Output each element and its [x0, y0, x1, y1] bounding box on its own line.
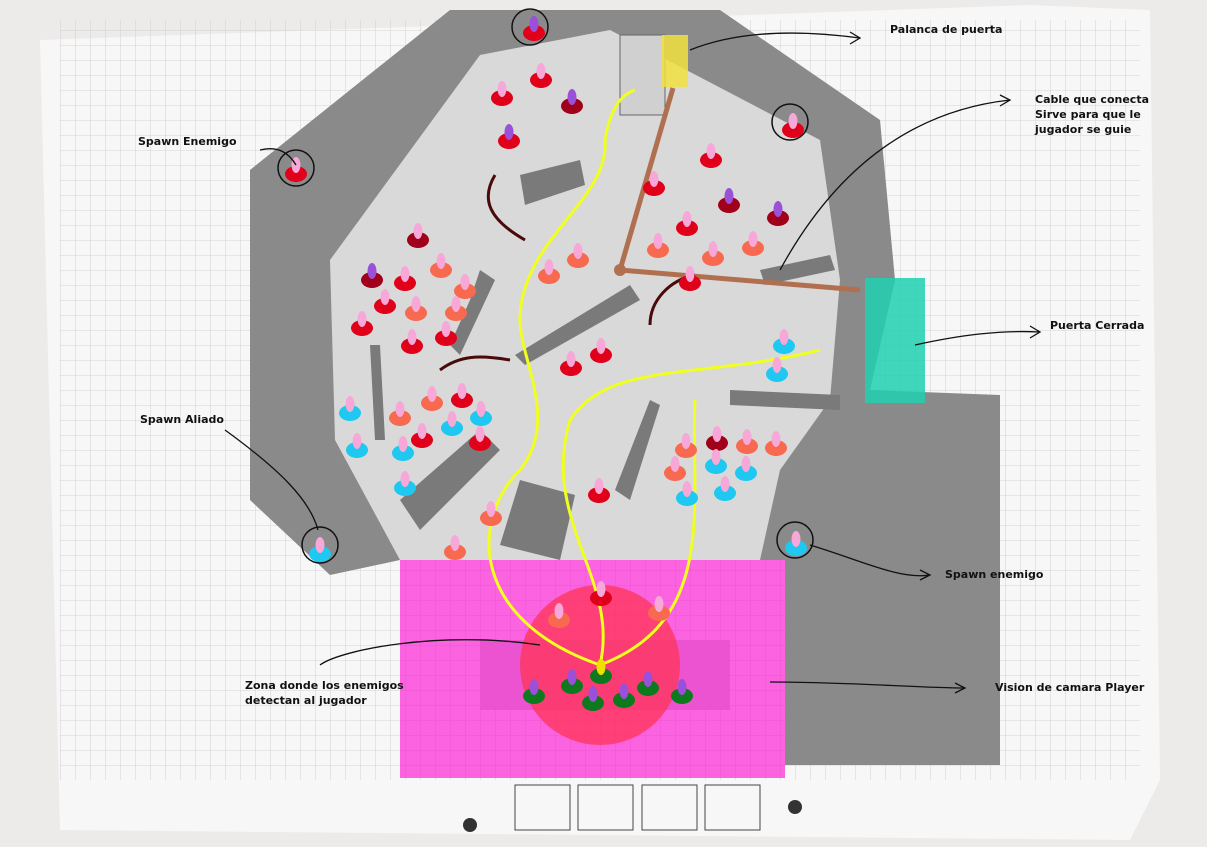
unit-head — [743, 429, 752, 445]
unit-head — [671, 456, 680, 472]
unit-head — [725, 188, 734, 204]
unit-head — [568, 669, 577, 685]
cable-joint — [614, 264, 626, 276]
unit-head — [721, 476, 730, 492]
annotation-label: jugador se guie — [1034, 123, 1131, 136]
unit-head — [452, 296, 461, 312]
unit-head — [428, 386, 437, 402]
unit-head — [597, 338, 606, 354]
unit-head — [682, 433, 691, 449]
level-sketch: Palanca de puerta Cable que conecta Sirve … — [0, 0, 1207, 847]
annotation-label: detectan al jugador — [245, 694, 367, 707]
unit-head — [555, 603, 564, 619]
unit-head — [401, 266, 410, 282]
unit-head — [574, 243, 583, 259]
unit-head — [505, 124, 514, 140]
unit-head — [654, 233, 663, 249]
unit-head — [461, 274, 470, 290]
unit-head — [476, 426, 485, 442]
unit-head — [683, 481, 692, 497]
annotation-label: Spawn Aliado — [140, 413, 224, 426]
unit-head — [780, 329, 789, 345]
unit-head — [458, 383, 467, 399]
unit-head — [774, 201, 783, 217]
unit-head — [316, 537, 325, 553]
unit-head — [597, 581, 606, 597]
unit-head — [655, 596, 664, 612]
paper-hole — [463, 818, 477, 832]
unit-head — [451, 535, 460, 551]
locked-door — [865, 278, 925, 403]
unit-head — [712, 449, 721, 465]
unit-head — [792, 531, 801, 547]
annotation-label: Palanca de puerta — [890, 23, 1002, 36]
unit-head — [620, 683, 629, 699]
annotation-label: Puerta Cerrada — [1050, 319, 1144, 332]
unit-head — [448, 411, 457, 427]
unit-head — [742, 456, 751, 472]
unit-head — [683, 211, 692, 227]
unit-head — [749, 231, 758, 247]
unit-head — [401, 471, 410, 487]
annotation-label: Sirve para que le — [1035, 108, 1141, 121]
unit-head — [567, 351, 576, 367]
lever — [662, 35, 688, 87]
unit-head — [414, 223, 423, 239]
annotation-label: Vision de camara Player — [995, 681, 1145, 694]
unit-head — [477, 401, 486, 417]
unit-head — [789, 113, 798, 129]
unit-head — [686, 266, 695, 282]
unit-head — [568, 89, 577, 105]
unit-head — [530, 679, 539, 695]
annotation-label: Spawn enemigo — [945, 568, 1044, 581]
unit-head — [381, 289, 390, 305]
annotation-label: Cable que conecta — [1035, 93, 1149, 106]
unit-head — [530, 16, 539, 32]
unit-head — [589, 686, 598, 702]
unit-head — [442, 321, 451, 337]
unit-head — [399, 436, 408, 452]
unit-head — [650, 171, 659, 187]
unit-head — [412, 296, 421, 312]
unit-head — [713, 426, 722, 442]
unit-head — [353, 433, 362, 449]
unit-head — [498, 81, 507, 97]
unit-head — [709, 241, 718, 257]
unit-head — [707, 143, 716, 159]
unit-head — [418, 423, 427, 439]
unit-head — [545, 259, 554, 275]
unit-head — [346, 396, 355, 412]
unit-head — [595, 478, 604, 494]
unit-head — [437, 253, 446, 269]
unit-head — [773, 357, 782, 373]
unit-head — [597, 659, 606, 675]
lever-room — [620, 35, 665, 115]
annotation-label: Spawn Enemigo — [138, 135, 237, 148]
paper-hole — [788, 800, 802, 814]
unit-head — [408, 329, 417, 345]
unit-head — [678, 679, 687, 695]
unit-head — [772, 431, 781, 447]
unit-head — [368, 263, 377, 279]
unit-head — [644, 671, 653, 687]
unit-head — [396, 401, 405, 417]
unit-head — [487, 501, 496, 517]
unit-head — [358, 311, 367, 327]
annotation-label: Zona donde los enemigos — [245, 679, 404, 692]
unit-head — [537, 63, 546, 79]
